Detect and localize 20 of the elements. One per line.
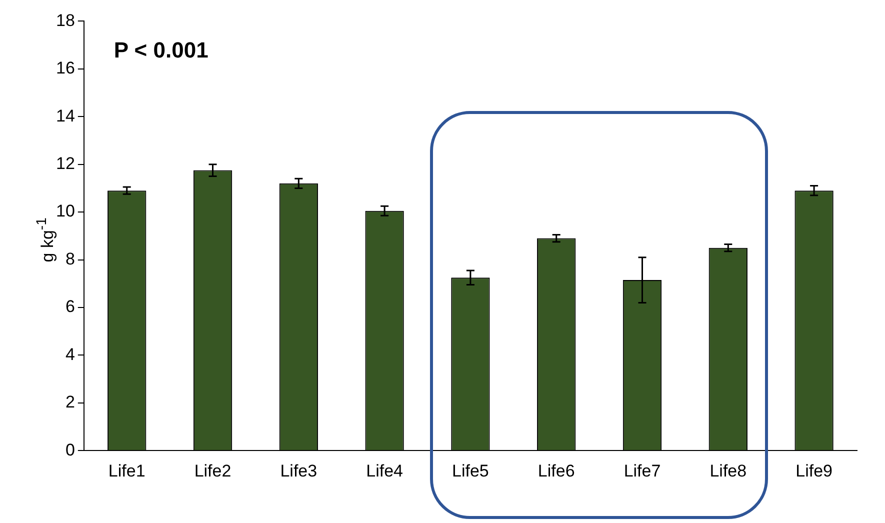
y-tick-label: 12 <box>56 154 75 174</box>
y-tick-label: 8 <box>65 249 75 268</box>
x-tick-label: Life8 <box>710 461 747 480</box>
y-tick-label: 2 <box>65 392 75 412</box>
y-tick-label: 16 <box>56 58 75 78</box>
y-tick-label: 18 <box>56 10 75 30</box>
x-tick-label: Life7 <box>624 461 661 480</box>
x-tick-label: Life4 <box>366 461 403 480</box>
y-tick-label: 14 <box>56 106 75 126</box>
x-tick-label: Life1 <box>108 461 146 480</box>
x-tick-label: Life2 <box>194 461 232 480</box>
annotation: P < 0.001 <box>114 37 208 62</box>
y-tick-label: 6 <box>65 297 75 316</box>
y-tick-label: 4 <box>65 344 75 364</box>
x-tick-label: Life3 <box>280 461 318 480</box>
y-tick-label: 10 <box>56 202 75 221</box>
x-tick-label: Life5 <box>452 461 489 480</box>
y-tick-label: 0 <box>65 440 75 460</box>
x-tick-label: Life6 <box>538 461 575 480</box>
x-tick-label: Life9 <box>796 461 832 480</box>
